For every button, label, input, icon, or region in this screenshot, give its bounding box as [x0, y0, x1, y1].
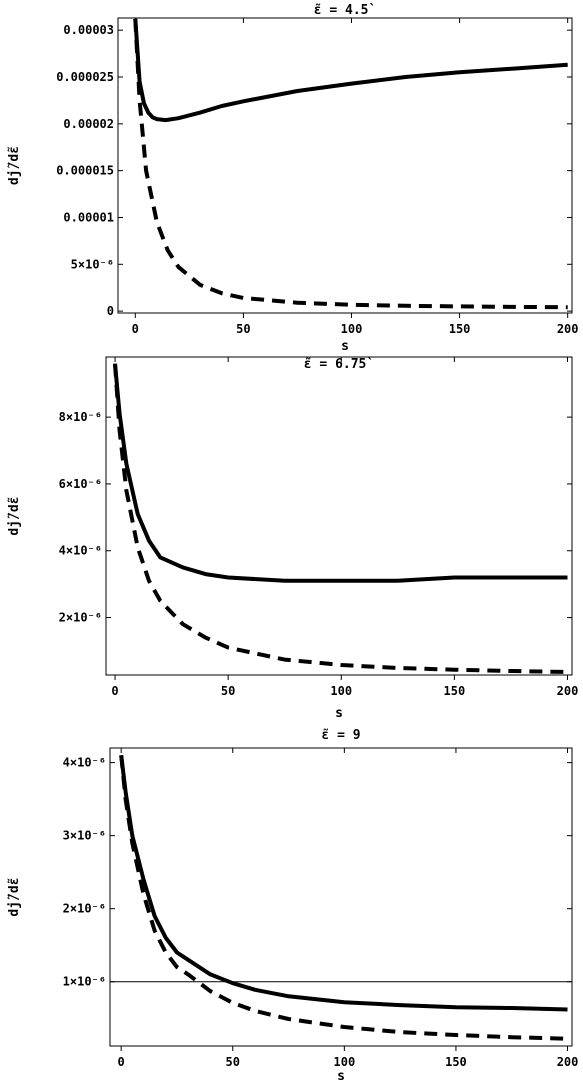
panel-title: ε̃ = 6.75` [304, 357, 374, 372]
x-tick-label: 0 [111, 684, 118, 698]
y-tick-label: 5×10⁻⁶ [71, 257, 114, 271]
x-tick-label: 200 [557, 684, 579, 698]
y-tick-label: 0 [107, 304, 114, 318]
y-tick-label: 4×10⁻⁶ [59, 544, 102, 558]
x-tick-label: 50 [236, 322, 250, 336]
x-axis-label: s [341, 339, 349, 354]
y-tick-label: 6×10⁻⁶ [59, 477, 102, 491]
plot-frame [105, 356, 573, 676]
y-axis-label: dj̃/dε̃ [7, 496, 22, 535]
panel-3: ε̃ = 9 0 50 100 150 200 1×10⁻⁶ 2×10⁻⁶ 3×10⁻⁶ 4×10… [7, 728, 578, 1082]
panel-2: ε̃ = 6.75` 0 50 100 150 200 2×10⁻⁶ 4×10⁻⁶ 6×10⁻⁶… [7, 356, 579, 721]
y-tick-label: 0.00003 [63, 23, 114, 37]
x-tick-label: 100 [341, 322, 363, 336]
x-tick-label: 50 [226, 1055, 240, 1069]
x-axis-label: s [335, 706, 343, 721]
series-line-solid [119, 755, 568, 1012]
x-tick-label: 150 [444, 684, 466, 698]
series-line-dashed [133, 18, 568, 310]
y-tick-label: 0.000015 [56, 164, 114, 178]
panel-title: ε̃ = 9 [321, 728, 360, 743]
x-tick-label: 150 [445, 1055, 467, 1069]
y-tick-label: 8×10⁻⁶ [59, 410, 102, 424]
y-tick-label: 1×10⁻⁶ [63, 975, 106, 989]
x-tick-label: 100 [334, 1055, 356, 1069]
plot-frame [109, 747, 573, 1047]
panel-1: ε̃ = 4.5` 0 50 100 150 200 0 5×10⁻⁶ 0.00001 0.000… [7, 3, 579, 354]
y-axis-label: dj̃/dε̃ [7, 877, 22, 916]
x-tick-label: 200 [557, 1055, 579, 1069]
panel-title: ε̃ = 4.5` [314, 3, 377, 18]
series-line-dashed [113, 363, 568, 674]
y-axis-label: dj̃/dε̃ [7, 146, 22, 185]
x-tick-label: 0 [118, 1055, 125, 1069]
y-tick-label: 2×10⁻⁶ [63, 902, 106, 916]
y-tick-label: 0.000025 [56, 70, 114, 84]
y-tick-label: 3×10⁻⁶ [63, 829, 106, 843]
x-tick-label: 0 [132, 322, 139, 336]
plot-frame [117, 17, 573, 314]
y-tick-label: 4×10⁻⁶ [63, 756, 106, 770]
x-tick-label: 50 [221, 684, 235, 698]
x-tick-label: 200 [557, 322, 579, 336]
x-axis-label: s [337, 1069, 345, 1082]
x-tick-label: 150 [449, 322, 471, 336]
series-line-solid [113, 363, 568, 583]
series-line-dashed [119, 755, 568, 1041]
series-line-solid [133, 18, 568, 123]
x-tick-label: 100 [330, 684, 352, 698]
y-tick-label: 2×10⁻⁶ [59, 611, 102, 625]
y-tick-label: 0.00001 [63, 210, 114, 224]
y-tick-label: 0.00002 [63, 117, 114, 131]
